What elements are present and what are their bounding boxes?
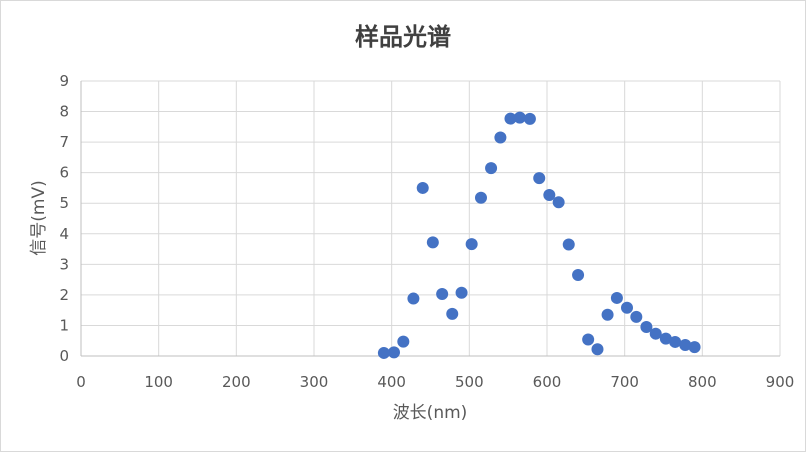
x-tick-label: 600 [533, 373, 562, 391]
x-tick-labels: 0 100 200 300 400 500 600 700 800 900 [76, 373, 794, 391]
x-tick-label: 0 [76, 373, 86, 391]
x-axis-title: 波长(nm) [393, 403, 468, 423]
x-tick-label: 500 [455, 373, 484, 391]
data-point [455, 286, 468, 299]
y-tick-labels: 0 1 2 3 4 5 6 7 8 9 [59, 72, 69, 365]
x-tick-label: 800 [688, 373, 717, 391]
data-point [679, 339, 692, 351]
y-tick-label: 4 [59, 225, 69, 243]
data-point [504, 112, 517, 125]
y-tick-label: 1 [59, 316, 69, 334]
data-point [523, 112, 536, 125]
gridlines [81, 80, 781, 356]
data-point [485, 162, 498, 175]
x-tick-label: 300 [300, 373, 329, 391]
data-point [552, 196, 565, 209]
data-point [630, 310, 643, 323]
axes [80, 81, 780, 357]
data-point [436, 287, 449, 300]
y-tick-label: 2 [59, 286, 69, 304]
data-point [659, 332, 672, 345]
y-axis-title: 信号(mV) [29, 180, 49, 255]
data-point [649, 327, 662, 340]
data-point [591, 343, 604, 356]
data-point [494, 131, 507, 144]
data-point [446, 307, 459, 320]
x-tick-label: 400 [377, 373, 406, 391]
chart-title: 样品光谱 [355, 23, 451, 51]
data-point [377, 346, 390, 359]
data-point [669, 335, 682, 348]
y-tick-label: 3 [59, 255, 69, 273]
y-tick-label: 0 [59, 347, 69, 365]
y-tick-label: 8 [59, 103, 69, 121]
y-tick-label: 7 [59, 133, 69, 151]
data-point [582, 333, 595, 346]
y-tick-label: 6 [59, 164, 69, 182]
data-point [387, 346, 400, 359]
data-point [397, 335, 410, 348]
data-point [620, 301, 633, 314]
data-point [533, 172, 546, 185]
data-point [640, 320, 653, 333]
data-point [407, 292, 420, 305]
data-point [513, 111, 526, 124]
y-tick-label: 9 [59, 72, 69, 90]
data-point [601, 308, 614, 321]
data-point [465, 238, 478, 251]
x-tick-label: 700 [610, 373, 639, 391]
data-point [610, 291, 623, 304]
data-point [543, 188, 556, 201]
y-tick-label: 5 [59, 194, 69, 212]
x-tick-label: 100 [144, 373, 173, 391]
x-tick-label: 900 [766, 373, 795, 391]
data-point [426, 236, 439, 249]
data-point [562, 238, 575, 251]
data-points [377, 111, 701, 359]
x-tick-label: 200 [222, 373, 251, 391]
data-point [688, 341, 701, 354]
data-point [416, 181, 429, 194]
data-point [572, 269, 585, 282]
data-point [474, 191, 487, 204]
